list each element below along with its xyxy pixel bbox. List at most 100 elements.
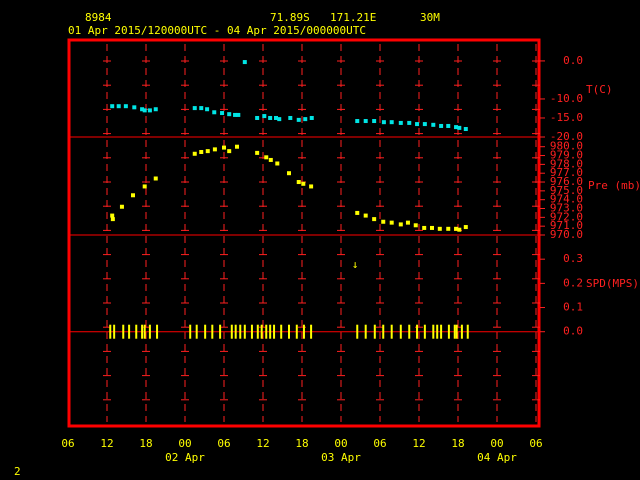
data-tick [204,324,207,339]
data-tick [141,324,144,339]
y-axis-label: Pre (mb) [588,179,640,192]
y-tick-label: 971.0 [550,219,583,232]
data-point [463,127,468,132]
y-axis-label: T(C) [586,83,613,96]
elevation: 30M [420,11,440,24]
data-tick [460,324,463,339]
data-point [205,107,210,112]
x-tick-label: 06 [61,437,74,450]
data-point [116,104,121,109]
data-point [389,220,394,225]
data-point [413,223,418,228]
data-tick [135,324,138,339]
data-point [131,193,135,198]
data-point [268,157,273,162]
data-point [212,110,217,115]
date-label: 03 Apr [321,451,361,464]
y-tick-label: 0.3 [563,252,583,265]
data-point [457,227,462,232]
data-point [110,104,115,109]
data-tick [273,324,276,339]
data-point [372,119,377,124]
data-point [205,149,210,154]
data-tick [288,324,290,339]
data-point [110,217,115,222]
longitude: 171.21E [330,11,376,24]
y-tick-label: -10.0 [550,92,583,105]
x-tick-label: 18 [295,437,308,450]
data-point [389,120,394,125]
data-point [303,117,308,122]
data-point [199,150,204,155]
data-tick [364,324,367,339]
data-point [275,161,280,166]
data-point [381,219,386,224]
data-tick [440,324,443,339]
data-point [301,181,306,186]
data-tick [122,324,125,339]
data-point [372,217,377,222]
x-tick-label: 00 [334,437,347,450]
data-point [227,112,232,117]
page-number: 2 [14,465,21,478]
data-point [437,226,442,231]
data-point [355,210,360,215]
y-tick-label: 979.0 [550,149,583,162]
y-tick-label: -15.0 [550,111,583,124]
y-tick-label: 978.0 [550,157,583,170]
data-tick [265,324,268,339]
x-tick-label: 12 [412,437,425,450]
data-tick [234,324,237,339]
station-id: 8984 [85,11,112,24]
data-tick [230,324,233,339]
y-tick-label: 980.0 [550,140,583,153]
data-point [274,115,278,120]
data-point [288,115,293,120]
y-tick-label: 0.2 [563,276,583,289]
data-tick [416,324,419,339]
x-tick-label: 12 [256,437,269,450]
data-point [142,108,147,113]
x-tick-label: 00 [178,437,191,450]
data-tick [382,324,385,339]
latitude: 71.89S [270,11,310,24]
data-tick [436,324,439,339]
data-point [110,213,115,218]
y-tick-label: 975.0 [550,184,583,197]
data-tick [423,324,426,339]
y-tick-label: 973.0 [550,202,583,215]
data-point [262,114,267,119]
data-point [277,117,282,122]
data-point [363,119,368,124]
data-point [255,150,260,155]
data-tick [128,324,131,339]
data-point [422,225,427,230]
data-tick [302,324,305,339]
data-point [439,123,444,128]
data-tick [109,324,112,339]
y-tick-label: 0.1 [563,301,583,314]
date-label: 04 Apr [477,451,517,464]
data-tick [256,324,259,339]
data-tick [189,324,192,339]
data-point [233,112,238,117]
data-point [220,111,225,116]
data-point [235,144,239,149]
data-tick [260,324,263,339]
data-tick [373,324,376,339]
x-tick-label: 12 [100,437,113,450]
x-tick-label: 18 [139,437,152,450]
period: 01 Apr 2015/120000UTC - 04 Apr 2015/0000… [68,24,366,37]
data-point [142,184,147,189]
data-point [192,151,197,156]
data-point [227,149,232,154]
data-point [457,125,462,130]
data-tick [211,324,214,339]
data-tick [113,324,116,339]
data-point [140,107,145,112]
data-point [422,122,427,127]
data-point [430,225,434,230]
data-tick [243,324,246,339]
data-point [405,220,410,225]
